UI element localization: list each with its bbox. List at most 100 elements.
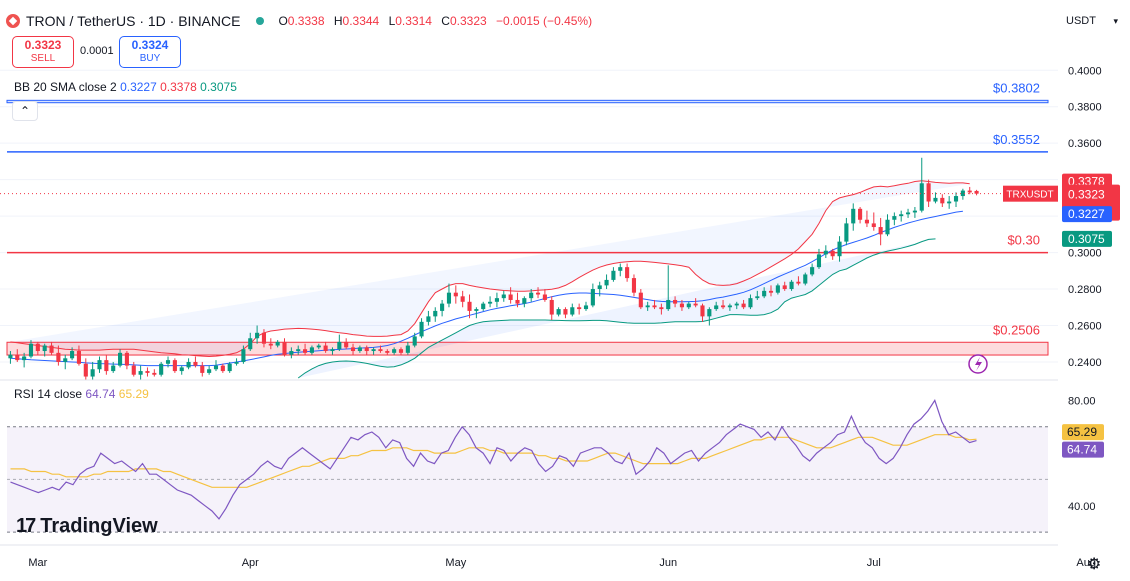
candle-body	[823, 250, 828, 255]
candle-body	[494, 298, 499, 302]
candle-body	[645, 305, 650, 308]
candle-body	[597, 285, 602, 290]
candle	[885, 214, 890, 237]
bollinger-legend[interactable]: BB 20 SMA close 2 0.3227 0.3378 0.3075	[14, 80, 237, 94]
candle-body	[159, 363, 164, 375]
candle	[529, 289, 534, 302]
sell-price: 0.3323	[24, 38, 62, 52]
candle	[371, 347, 376, 355]
sell-button[interactable]: 0.3323 SELL	[12, 36, 74, 68]
candle-body	[542, 294, 547, 300]
candle-body	[289, 351, 294, 355]
candle-body	[919, 183, 924, 211]
candle-body	[851, 208, 856, 224]
candle	[638, 289, 643, 310]
candle	[830, 248, 835, 260]
candle	[49, 341, 54, 355]
candle	[385, 349, 390, 355]
candle	[419, 318, 424, 339]
candle-body	[255, 332, 260, 339]
candle-body	[179, 367, 184, 372]
bb-lower-line	[297, 238, 936, 379]
candle	[542, 289, 547, 302]
candle	[604, 274, 609, 290]
candle-body	[220, 365, 225, 372]
rsi-legend[interactable]: RSI 14 close 64.74 65.29	[14, 387, 149, 401]
tradingview-wordmark: TradingView	[40, 515, 158, 537]
bb-upper-fill	[10, 180, 970, 357]
candle-body	[631, 278, 637, 293]
candle-body	[28, 343, 34, 357]
level-label: $0.3802	[993, 80, 1040, 95]
buy-button[interactable]: 0.3324 BUY	[119, 36, 181, 68]
candle	[227, 361, 232, 373]
candle	[453, 285, 458, 304]
candle	[337, 334, 342, 352]
candle-body	[789, 281, 794, 290]
candle	[70, 347, 75, 361]
candle	[871, 212, 876, 231]
candle	[686, 301, 691, 310]
chevron-down-icon: ▾	[1113, 15, 1118, 26]
candle	[844, 217, 849, 246]
candle-body	[830, 250, 835, 257]
candle	[933, 192, 938, 204]
candle-body	[864, 219, 869, 224]
rsi-badge-text: 65.29	[1067, 425, 1097, 439]
candle-body	[604, 279, 609, 286]
candle	[179, 365, 184, 375]
candle-body	[76, 351, 82, 364]
price-badge-box	[1062, 206, 1112, 223]
candle-body	[392, 349, 397, 353]
candle	[446, 283, 452, 308]
alert-marker[interactable]	[968, 354, 988, 374]
time-tick-label: Jul	[867, 557, 881, 569]
price-tick-label: 0.3000	[1068, 248, 1102, 260]
time-tick-label: Jun	[659, 557, 677, 569]
symbol-title[interactable]: TRON / TetherUS · 1D · BINANCE	[26, 13, 241, 29]
lightning-icon[interactable]	[968, 354, 988, 374]
candle-body	[755, 296, 760, 299]
sell-label: SELL	[30, 53, 56, 64]
candle-body	[871, 223, 876, 228]
price-tick-label: 0.3600	[1068, 138, 1102, 150]
gear-icon[interactable]: ⚙	[1087, 556, 1102, 573]
candle	[275, 340, 280, 348]
candle	[296, 345, 301, 355]
candle	[864, 210, 869, 228]
candle-body	[467, 301, 472, 311]
candle-body	[926, 183, 931, 202]
tradingview-logo: 17 TradingView	[16, 515, 158, 538]
bb-lower-fill	[298, 238, 936, 378]
market-status-dot-icon[interactable]	[256, 17, 265, 25]
open-value: 0.3338	[287, 14, 325, 28]
candle	[590, 283, 595, 308]
candle	[570, 303, 575, 317]
candle-body	[22, 356, 27, 361]
candle-body	[844, 223, 849, 242]
time-axis[interactable]: Mar Apr May Jun Jul Aug	[0, 544, 1096, 569]
candle	[282, 338, 287, 357]
currency-selector[interactable]: USDT ▾	[1062, 10, 1122, 32]
candle	[193, 356, 198, 368]
collapse-indicators-button[interactable]: ⌃	[12, 101, 38, 121]
candle-body	[912, 210, 917, 213]
candle-body	[748, 298, 753, 308]
support-resistance-levels[interactable]: $0.3802 $0.3552 $0.30 $0.2506	[6, 80, 1049, 356]
candle	[851, 203, 856, 231]
candle	[556, 307, 561, 317]
candle	[433, 307, 438, 322]
candle-body	[268, 343, 273, 346]
rsi-tick-label: 40.00	[1068, 501, 1096, 513]
candle	[56, 345, 61, 366]
candle-body	[446, 292, 452, 304]
candle-body	[892, 216, 897, 220]
candle-body	[200, 365, 205, 373]
candle	[255, 325, 260, 344]
candle	[748, 294, 753, 310]
candle-body	[782, 285, 787, 290]
candle-body	[56, 352, 61, 362]
candle	[344, 338, 349, 350]
candle	[727, 303, 732, 311]
